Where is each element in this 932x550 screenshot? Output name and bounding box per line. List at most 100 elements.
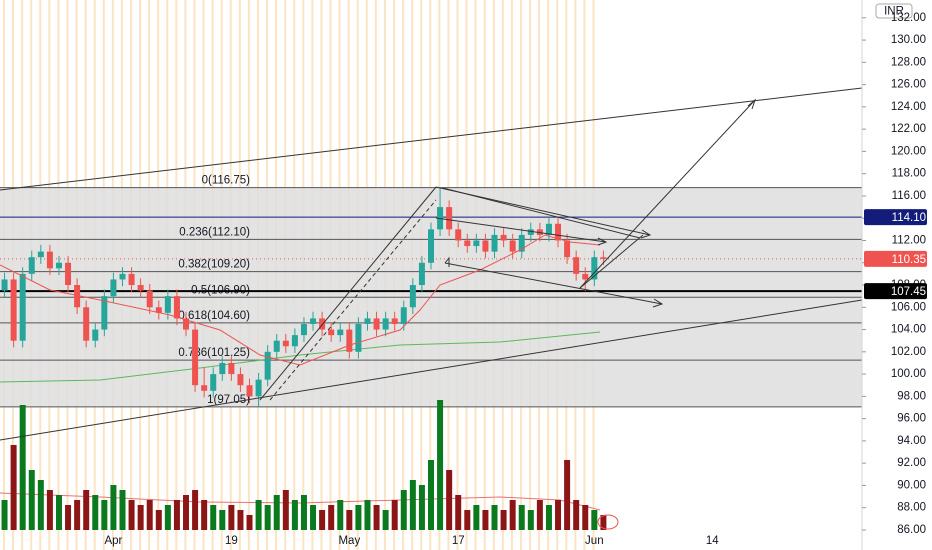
candle-body bbox=[101, 296, 108, 330]
candle-body bbox=[119, 273, 126, 280]
candle-body bbox=[28, 257, 35, 274]
volume-bar bbox=[173, 500, 180, 530]
volume-bar bbox=[355, 505, 362, 530]
price-tag bbox=[864, 283, 927, 300]
candle-body bbox=[37, 251, 44, 258]
volume-bar bbox=[573, 500, 580, 530]
volume-bar bbox=[273, 495, 280, 530]
volume-bar bbox=[555, 500, 562, 530]
volume-bar bbox=[183, 495, 190, 530]
candle-body bbox=[110, 279, 117, 297]
y-tick-label: 100.00 bbox=[891, 368, 926, 380]
fib-label: 0.786(101.25) bbox=[178, 347, 250, 359]
y-tick-label: 106.00 bbox=[891, 301, 926, 313]
y-tick-label: 128.00 bbox=[891, 56, 926, 68]
candle-body bbox=[219, 362, 226, 375]
volume-bar bbox=[391, 500, 398, 530]
currency-box bbox=[875, 3, 913, 19]
candle-body bbox=[545, 223, 552, 235]
candle-body bbox=[527, 229, 534, 235]
candle-body bbox=[564, 240, 571, 258]
price-tag-label: 110.35 bbox=[892, 254, 926, 266]
currency: INR bbox=[884, 6, 904, 18]
candle-body bbox=[500, 234, 507, 241]
volume-bar bbox=[119, 490, 126, 530]
candle-body bbox=[428, 229, 434, 263]
volume-bar bbox=[46, 490, 53, 530]
candle-body bbox=[600, 257, 607, 259]
volume-bar bbox=[19, 405, 26, 530]
candle-body bbox=[573, 257, 580, 274]
volume-bar bbox=[210, 505, 217, 530]
candle-body bbox=[364, 318, 371, 324]
fib-label: 0.382(109.20) bbox=[178, 259, 250, 271]
volume-bar bbox=[74, 500, 81, 530]
volume-bar bbox=[564, 460, 571, 530]
candle-body bbox=[65, 262, 72, 286]
volume-marker bbox=[597, 514, 619, 530]
candle-body bbox=[373, 318, 380, 330]
volume-bar bbox=[10, 445, 17, 530]
candle-body bbox=[164, 296, 171, 313]
y-tick-label: 88.00 bbox=[897, 502, 926, 514]
volume-bar bbox=[92, 495, 99, 530]
y-tick-label: 120.00 bbox=[891, 145, 926, 157]
x-tick-label: 14 bbox=[706, 535, 719, 547]
candle-body bbox=[418, 262, 425, 286]
trendlines bbox=[0, 87, 863, 441]
price-tag-label: 114.10 bbox=[892, 212, 926, 224]
candle-body bbox=[210, 374, 217, 391]
volume-bar bbox=[83, 490, 90, 530]
candle-body bbox=[409, 285, 416, 308]
candle-body bbox=[518, 234, 525, 252]
y-tick-label: 98.00 bbox=[897, 390, 926, 402]
volume-bar bbox=[428, 460, 434, 530]
volume-bar bbox=[346, 510, 353, 530]
candle-body bbox=[391, 318, 398, 324]
candle-body bbox=[446, 207, 453, 230]
volume-bar bbox=[400, 490, 407, 530]
candle-body bbox=[536, 229, 543, 235]
volume-bar bbox=[418, 485, 425, 530]
volume-bar bbox=[437, 400, 444, 530]
candle-body bbox=[92, 329, 99, 341]
candle-body bbox=[382, 318, 389, 330]
y-tick-label: 126.00 bbox=[891, 79, 926, 91]
volume-bar bbox=[219, 510, 226, 530]
volume-bar bbox=[582, 505, 589, 530]
y-tick-label: 122.00 bbox=[891, 123, 926, 135]
volume-bar bbox=[65, 505, 72, 530]
candle-body bbox=[237, 374, 244, 386]
candle-body bbox=[455, 229, 462, 241]
volume-bar bbox=[155, 510, 162, 530]
candle-body bbox=[19, 273, 26, 341]
candle-body bbox=[183, 318, 190, 330]
candle-body bbox=[46, 251, 53, 269]
candle-body bbox=[473, 240, 480, 247]
volume-bar bbox=[482, 510, 489, 530]
candle-body bbox=[255, 379, 262, 397]
price-tag bbox=[864, 250, 927, 267]
volume-bar bbox=[37, 480, 44, 530]
ma-long bbox=[0, 331, 601, 383]
volume-bar bbox=[237, 510, 244, 530]
volume-bar bbox=[201, 500, 208, 530]
x-tick-label: May bbox=[338, 535, 360, 547]
volume-bar bbox=[319, 510, 326, 530]
candle-body bbox=[201, 385, 208, 391]
candle-body bbox=[582, 273, 589, 280]
candle-body bbox=[1, 279, 8, 291]
price-tag-label: 107.45 bbox=[891, 286, 926, 298]
volume-bar bbox=[328, 505, 335, 530]
volume-bar bbox=[337, 500, 344, 530]
candle-body bbox=[355, 323, 362, 352]
volume-bar bbox=[409, 480, 416, 530]
volume-bar bbox=[446, 470, 453, 530]
volume-bar bbox=[455, 495, 462, 530]
fib-label: 0(116.75) bbox=[202, 175, 251, 187]
y-tick-label: 130.00 bbox=[891, 34, 926, 46]
candle-body bbox=[228, 362, 235, 375]
x-tick-label: 17 bbox=[452, 535, 465, 547]
volume-bar bbox=[373, 505, 380, 530]
volume-bar bbox=[1, 500, 8, 530]
